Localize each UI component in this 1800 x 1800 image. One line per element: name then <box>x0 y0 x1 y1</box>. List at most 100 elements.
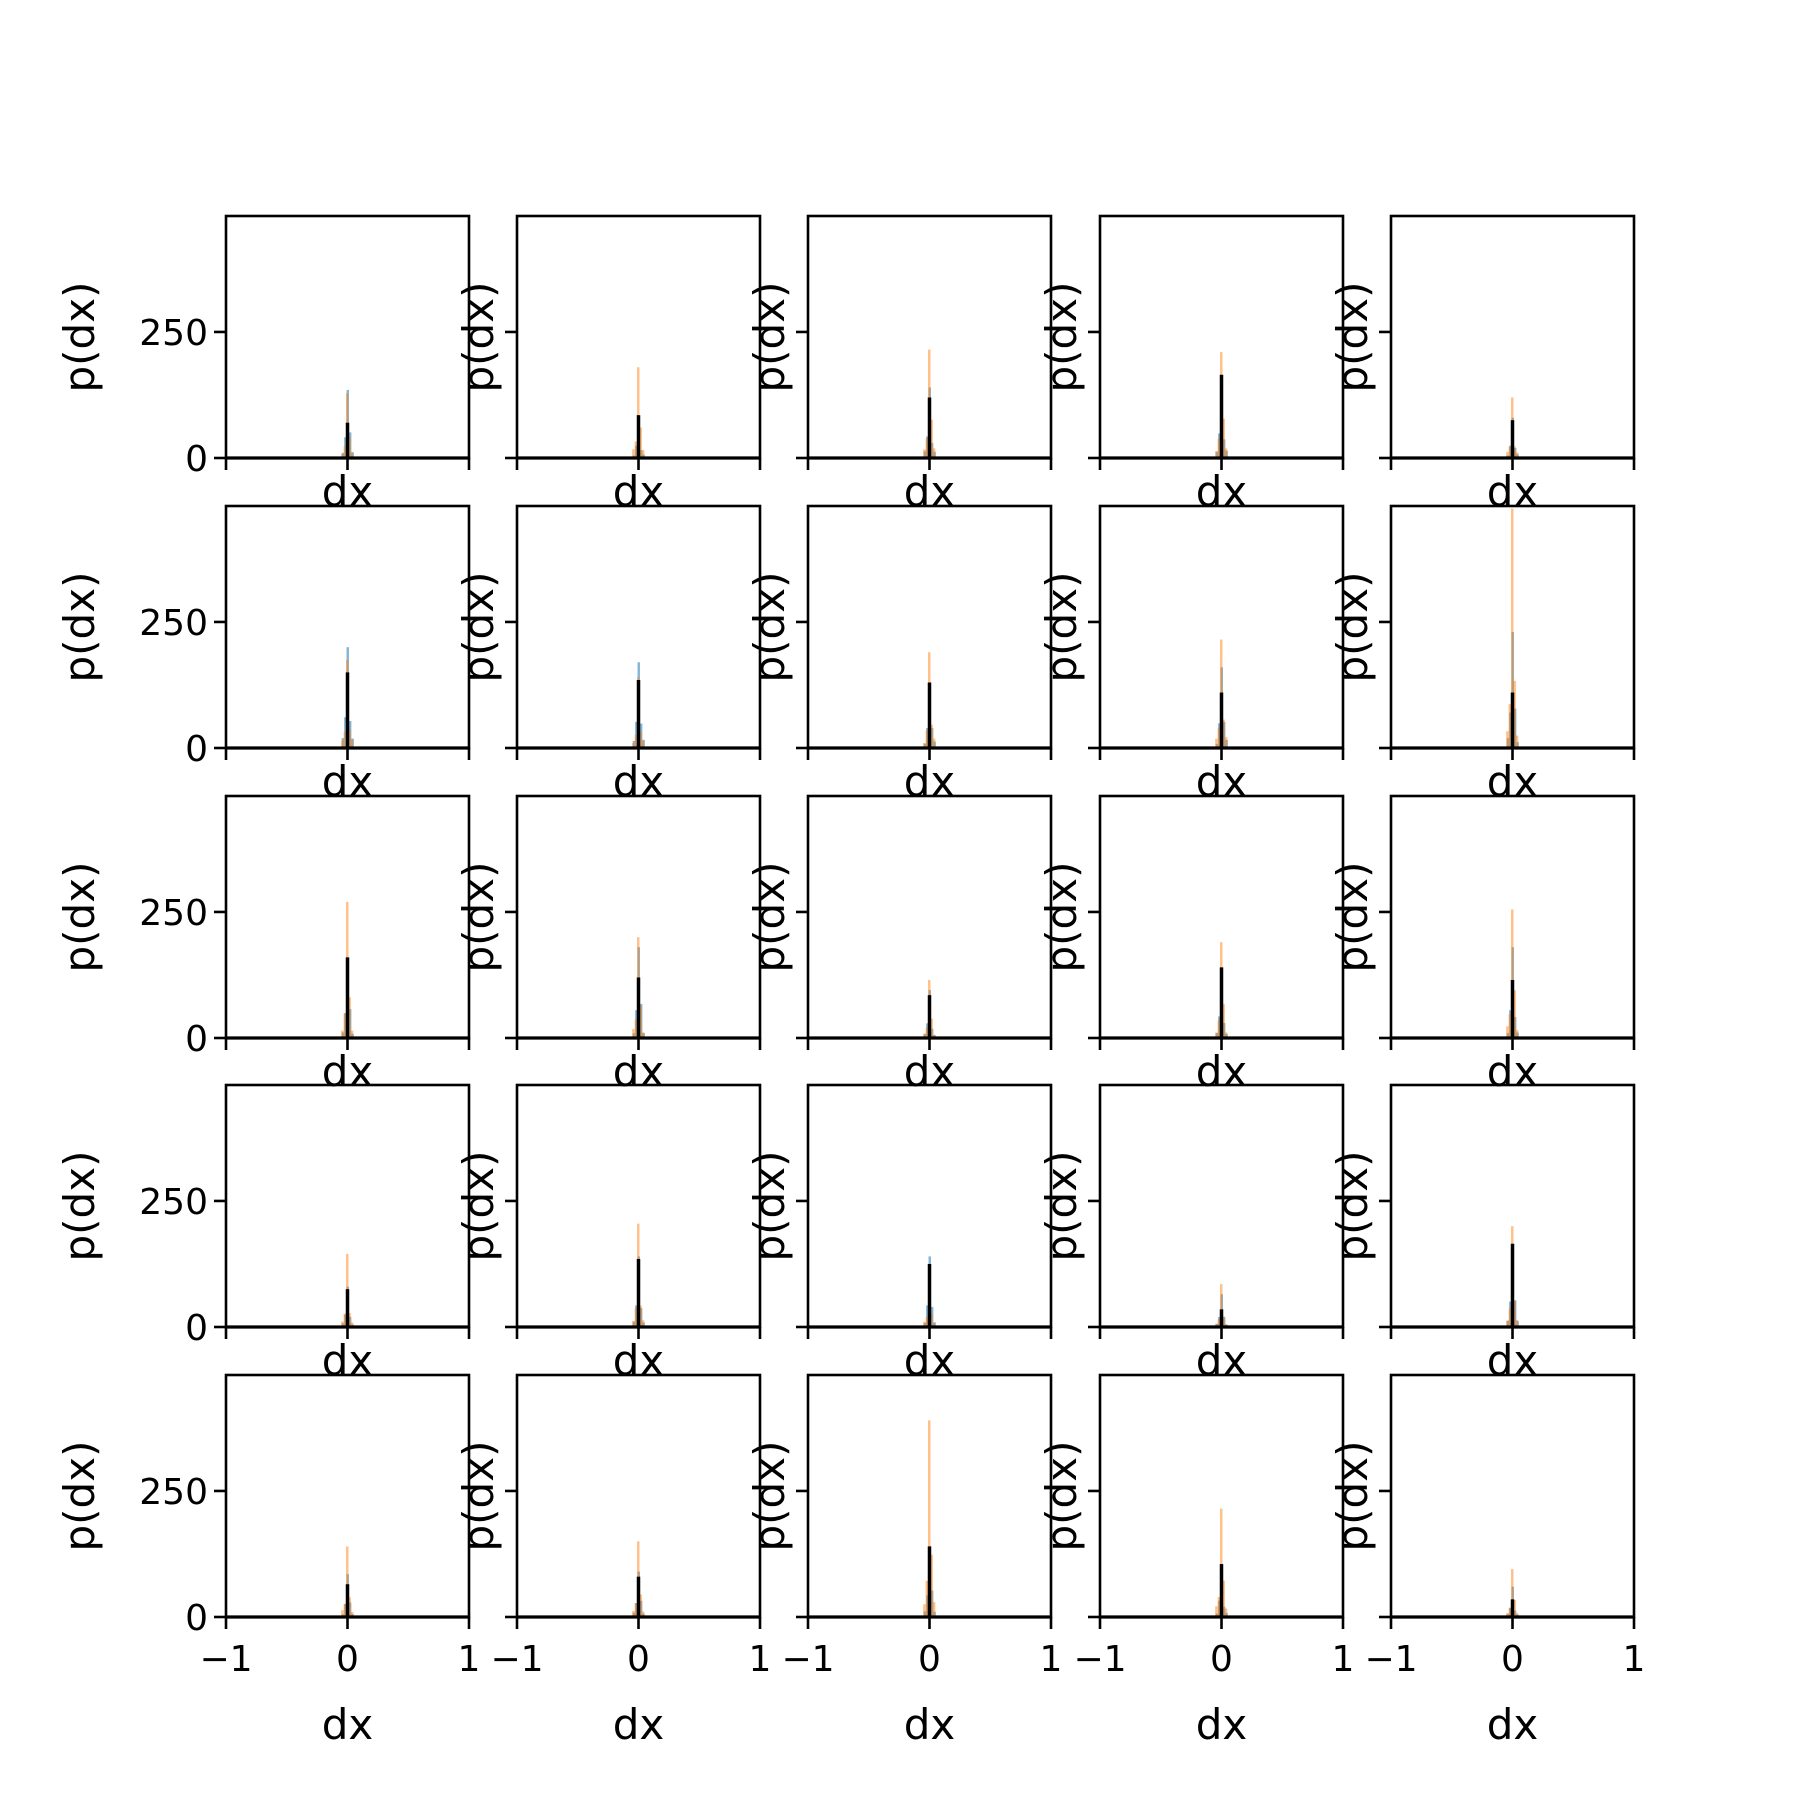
orange-hist-bar-2 <box>1222 1316 1225 1327</box>
orange-hist-bar-2 <box>639 1594 642 1617</box>
x-tick-label: 0 <box>1501 1639 1524 1680</box>
subplot-r0-c0: 0 250 dx p(dx) <box>55 214 471 516</box>
orange-hist-bar-3 <box>923 1604 926 1617</box>
orange-hist-bar-4 <box>350 1030 354 1038</box>
subplot-r1-c1: dx p(dx) <box>454 504 762 806</box>
x-tick-label: −1 <box>1364 1639 1417 1680</box>
orange-hist-bar-3 <box>923 1321 926 1327</box>
orange-hist-bar-1 <box>343 446 347 458</box>
orange-hist-bar-3 <box>1506 731 1509 748</box>
y-axis-label: p(dx) <box>1328 1151 1377 1262</box>
x-axis-label: dx <box>904 1047 956 1096</box>
x-tick-label: 0 <box>336 1639 359 1680</box>
orange-hist-bar-2 <box>930 1018 933 1038</box>
orange-hist-bar-3 <box>1215 451 1218 458</box>
x-axis-label: dx <box>904 467 956 516</box>
orange-hist-bar-3 <box>1215 1032 1218 1038</box>
y-axis-label: p(dx) <box>745 862 794 973</box>
x-axis-label: dx <box>322 1700 374 1749</box>
x-axis-label: dx <box>1196 467 1248 516</box>
y-axis-label: p(dx) <box>1037 1441 1086 1552</box>
orange-hist-bar-1 <box>925 438 929 458</box>
orange-hist-bar-4 <box>641 450 645 458</box>
orange-hist-bar-3 <box>1506 452 1509 458</box>
subplot-r1-c2: dx p(dx) <box>745 504 1053 806</box>
y-axis-label: p(dx) <box>1328 1441 1377 1552</box>
x-axis-label: dx <box>1196 1336 1248 1385</box>
y-axis-label: p(dx) <box>454 1441 503 1552</box>
x-axis-label: dx <box>613 467 665 516</box>
orange-hist-bar-2 <box>348 1313 351 1327</box>
x-tick-label: −1 <box>781 1639 834 1680</box>
y-tick-label: 250 <box>139 313 208 354</box>
orange-hist-bar-2 <box>1513 446 1516 458</box>
orange-hist-bar-4 <box>641 1032 645 1038</box>
orange-hist-bar-4 <box>350 1611 354 1617</box>
orange-hist-bar-3 <box>923 1033 926 1038</box>
x-tick-label: 0 <box>1210 1639 1233 1680</box>
orange-hist-bar-2 <box>1222 719 1225 748</box>
subplot-r4-c2: −1 0 1 dx p(dx) <box>745 1373 1062 1749</box>
orange-hist-bar-3 <box>341 740 344 748</box>
orange-hist-bar-4 <box>1515 1030 1519 1038</box>
y-tick-label: 250 <box>139 893 208 934</box>
subplot-r3-c2: dx p(dx) <box>745 1083 1053 1385</box>
orange-hist-bar-3 <box>1215 1323 1218 1327</box>
subplot-r3-c1: dx p(dx) <box>454 1083 762 1385</box>
subplot-r0-c1: dx p(dx) <box>454 214 762 516</box>
orange-hist-bar-4 <box>932 738 936 748</box>
x-tick-label: −1 <box>1073 1639 1126 1680</box>
orange-hist-bar-2 <box>930 419 933 458</box>
orange-hist-bar-3 <box>632 1029 635 1038</box>
x-axis-label: dx <box>1196 757 1248 806</box>
subplot-r2-c3: dx p(dx) <box>1037 794 1345 1096</box>
orange-hist-bar-1 <box>634 735 638 748</box>
orange-hist-bar-3 <box>632 1610 635 1617</box>
x-axis-label: dx <box>1196 1047 1248 1096</box>
x-axis-label: dx <box>322 757 374 806</box>
orange-hist-bar-0 <box>1511 909 1514 1038</box>
x-axis-label: dx <box>1487 1336 1539 1385</box>
orange-hist-bar-2 <box>639 732 642 748</box>
x-axis-label: dx <box>613 1700 665 1749</box>
orange-hist-bar-4 <box>932 1034 936 1038</box>
orange-hist-bar-4 <box>350 452 354 458</box>
orange-hist-bar-4 <box>1224 448 1228 458</box>
orange-hist-bar-3 <box>1215 738 1218 748</box>
orange-hist-bar-2 <box>1222 1580 1225 1617</box>
orange-hist-bar-4 <box>1224 737 1228 748</box>
y-axis-label: p(dx) <box>55 282 104 393</box>
orange-hist-bar-2 <box>1222 1004 1225 1038</box>
subplot-r3-c4: dx p(dx) <box>1328 1083 1636 1385</box>
subplot-r2-c2: dx p(dx) <box>745 794 1053 1096</box>
y-axis-label: p(dx) <box>454 862 503 973</box>
y-tick-label: 250 <box>139 1472 208 1513</box>
orange-hist-bar-1 <box>925 1580 929 1617</box>
orange-hist-bar-4 <box>641 1611 645 1617</box>
subplot-r2-c0: 0 250 dx p(dx) <box>55 794 471 1096</box>
orange-hist-bar-3 <box>632 743 635 748</box>
orange-hist-bar-3 <box>341 1321 344 1327</box>
orange-hist-bar-2 <box>639 427 642 458</box>
orange-hist-bar-0 <box>1511 508 1514 748</box>
orange-hist-bar-3 <box>341 1030 344 1038</box>
orange-hist-bar-1 <box>1217 1597 1221 1617</box>
y-axis-label: p(dx) <box>55 1151 104 1262</box>
x-tick-label: −1 <box>199 1639 252 1680</box>
blue-hist-bar-1 <box>635 721 638 748</box>
subplot-r3-c3: dx p(dx) <box>1037 1083 1345 1385</box>
orange-hist-bar-2 <box>348 997 351 1038</box>
subplot-r1-c3: dx p(dx) <box>1037 504 1345 806</box>
orange-hist-bar-1 <box>343 1013 347 1038</box>
y-axis-label: p(dx) <box>55 572 104 683</box>
x-axis-label: dx <box>904 1336 956 1385</box>
y-tick-label: 0 <box>185 1308 208 1349</box>
orange-hist-bar-3 <box>341 1610 344 1617</box>
orange-hist-bar-4 <box>1515 452 1519 458</box>
y-axis-label: p(dx) <box>1037 282 1086 393</box>
y-axis-label: p(dx) <box>454 282 503 393</box>
y-tick-label: 250 <box>139 603 208 644</box>
orange-hist-bar-2 <box>1513 680 1516 748</box>
y-axis-label: p(dx) <box>1328 862 1377 973</box>
